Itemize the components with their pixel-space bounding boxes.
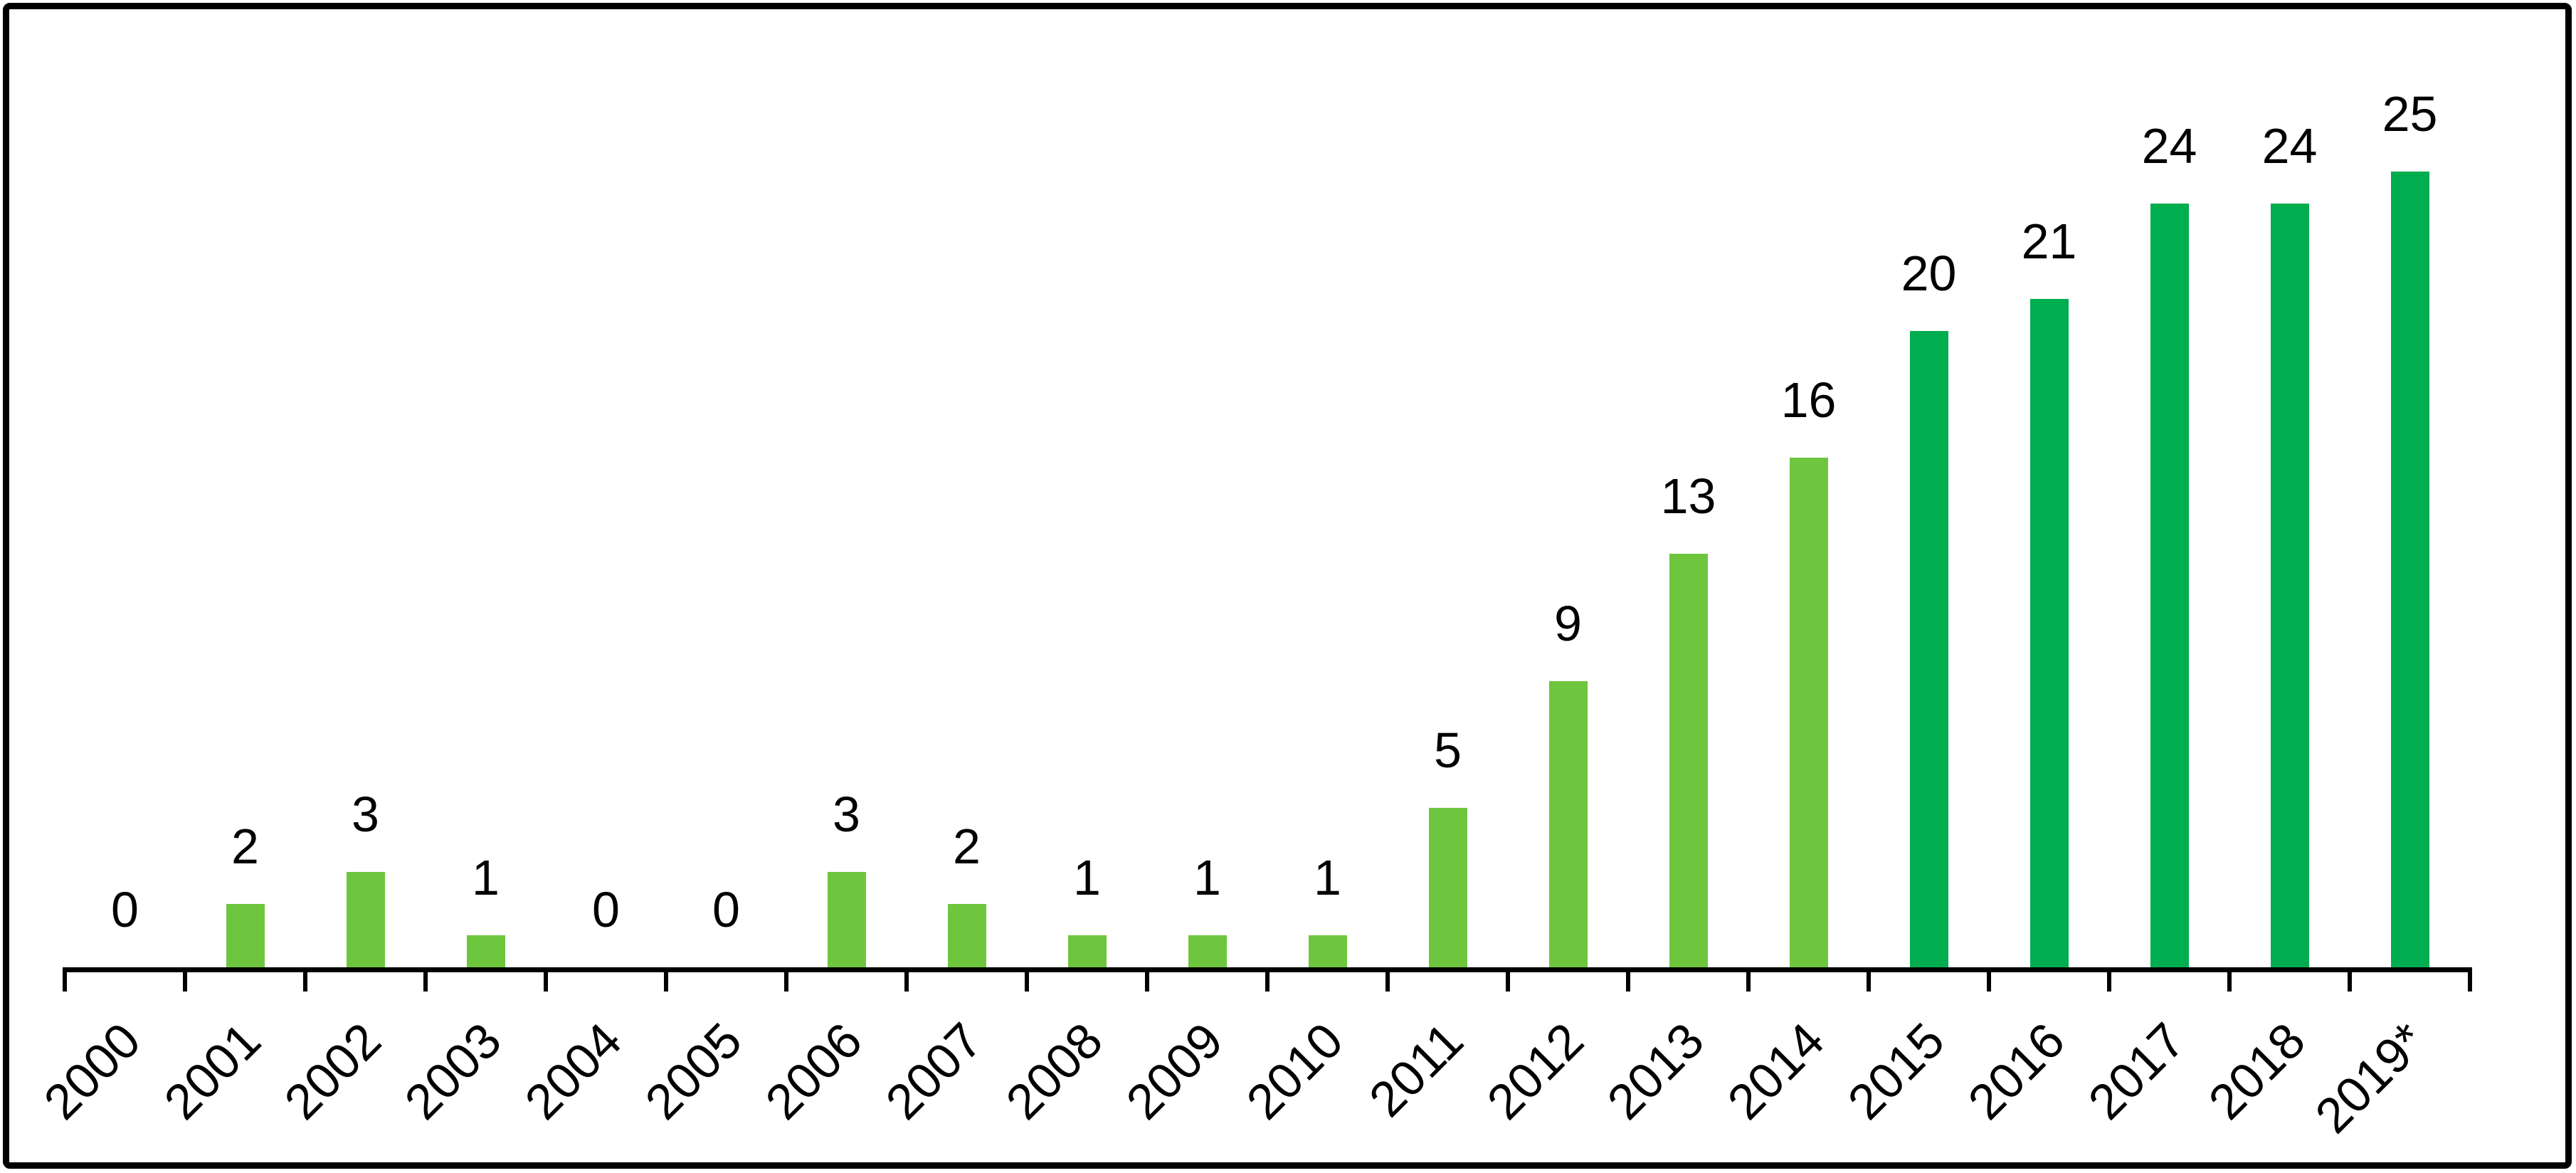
x-axis-tick xyxy=(664,967,668,991)
plot-area: 0 2 3 1 0 0 3 2 1 1 1 5 9 13 16 20 21 24 24 25 2000 2001 2002… xyxy=(9,9,2565,1162)
x-axis-tick xyxy=(183,967,187,991)
x-axis-label-2010: 2010 xyxy=(1235,1012,1353,1130)
x-axis-tick xyxy=(1746,967,1751,991)
bar-2019* xyxy=(2390,172,2429,967)
x-axis-label-2002: 2002 xyxy=(273,1012,391,1130)
x-axis-tick xyxy=(303,967,307,991)
x-axis-tick xyxy=(2348,967,2352,991)
x-axis-tick xyxy=(63,967,67,991)
bar-2007 xyxy=(947,903,986,967)
x-axis-tick xyxy=(1265,967,1269,991)
value-label-2004: 0 xyxy=(592,882,620,937)
value-label-2008: 1 xyxy=(1073,850,1101,906)
x-axis-tick xyxy=(1506,967,1510,991)
x-axis-label-2015: 2015 xyxy=(1837,1012,1955,1130)
x-axis-label-2011: 2011 xyxy=(1358,1012,1474,1127)
x-axis-tick xyxy=(544,967,548,991)
value-label-2012: 9 xyxy=(1554,595,1582,651)
x-axis-tick xyxy=(423,967,428,991)
value-label-2018: 24 xyxy=(2261,117,2318,174)
chart-border-frame: 0 2 3 1 0 0 3 2 1 1 1 5 9 13 16 20 21 24 24 25 2000 2001 2002… xyxy=(3,3,2572,1169)
x-axis-label-2001: 2001 xyxy=(153,1012,271,1130)
bar-2014 xyxy=(1789,458,1828,967)
bar-2003 xyxy=(466,935,505,967)
x-axis-label-2009: 2009 xyxy=(1115,1012,1233,1130)
value-label-2015: 20 xyxy=(1901,245,1957,301)
value-label-2013: 13 xyxy=(1660,468,1716,524)
x-axis-tick xyxy=(1867,967,1871,991)
value-label-2011: 5 xyxy=(1434,722,1462,779)
x-axis-label-2006: 2006 xyxy=(754,1012,872,1130)
x-axis-tick xyxy=(784,967,788,991)
bar-2011 xyxy=(1428,808,1467,967)
x-axis-label-2007: 2007 xyxy=(875,1012,993,1130)
bar-2009 xyxy=(1188,935,1227,967)
bar-2016 xyxy=(2029,298,2069,967)
value-label-2003: 1 xyxy=(472,850,500,906)
value-label-2017: 24 xyxy=(2141,117,2197,174)
bar-2008 xyxy=(1067,935,1107,967)
x-axis-tick xyxy=(1025,967,1029,991)
value-label-2005: 0 xyxy=(712,882,740,937)
value-label-2019*: 25 xyxy=(2382,86,2438,142)
x-axis-label-2018: 2018 xyxy=(2197,1012,2316,1130)
value-label-2001: 2 xyxy=(231,818,259,874)
bar-2018 xyxy=(2270,203,2309,967)
bar-2010 xyxy=(1308,935,1347,967)
x-axis-label-2012: 2012 xyxy=(1476,1012,1594,1130)
value-label-2007: 2 xyxy=(953,818,981,874)
bar-2015 xyxy=(1909,330,1948,967)
x-axis-tick xyxy=(1987,967,1991,991)
bar-2012 xyxy=(1548,680,1588,967)
bar-2017 xyxy=(2150,203,2189,967)
value-label-2014: 16 xyxy=(1780,372,1837,428)
x-axis-tick xyxy=(1385,967,1390,991)
x-axis-label-2003: 2003 xyxy=(394,1012,512,1130)
x-axis-label-2008: 2008 xyxy=(995,1012,1113,1130)
value-label-2009: 1 xyxy=(1193,850,1221,906)
value-label-2016: 21 xyxy=(2021,213,2077,269)
x-axis-label-2004: 2004 xyxy=(514,1012,632,1130)
x-axis-label-2014: 2014 xyxy=(1716,1012,1835,1130)
x-axis-tick xyxy=(1145,967,1149,991)
x-axis-label-2019*: 2019* xyxy=(2304,1012,2436,1144)
x-axis-tick xyxy=(2227,967,2232,991)
x-axis-tick xyxy=(2468,967,2472,991)
bar-2002 xyxy=(346,871,385,967)
bar-2001 xyxy=(226,903,265,967)
bar-2013 xyxy=(1669,553,1708,967)
value-label-2006: 3 xyxy=(833,786,860,842)
x-axis-tick xyxy=(904,967,909,991)
x-axis-tick xyxy=(1626,967,1630,991)
x-axis-label-2005: 2005 xyxy=(634,1012,752,1130)
value-label-2002: 3 xyxy=(352,786,379,842)
x-axis-label-2016: 2016 xyxy=(1957,1012,2075,1130)
bar-2006 xyxy=(827,871,866,967)
x-axis-label-2013: 2013 xyxy=(1596,1012,1714,1130)
value-label-2010: 1 xyxy=(1314,850,1341,906)
x-axis-label-2017: 2017 xyxy=(2077,1012,2195,1130)
value-label-2000: 0 xyxy=(111,882,139,937)
x-axis-tick xyxy=(2107,967,2111,991)
x-axis-label-2000: 2000 xyxy=(33,1012,151,1130)
